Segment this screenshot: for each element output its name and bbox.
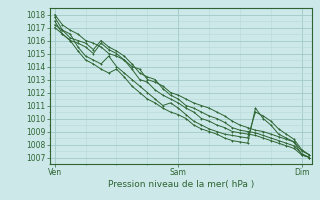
- X-axis label: Pression niveau de la mer( hPa ): Pression niveau de la mer( hPa ): [108, 180, 254, 189]
